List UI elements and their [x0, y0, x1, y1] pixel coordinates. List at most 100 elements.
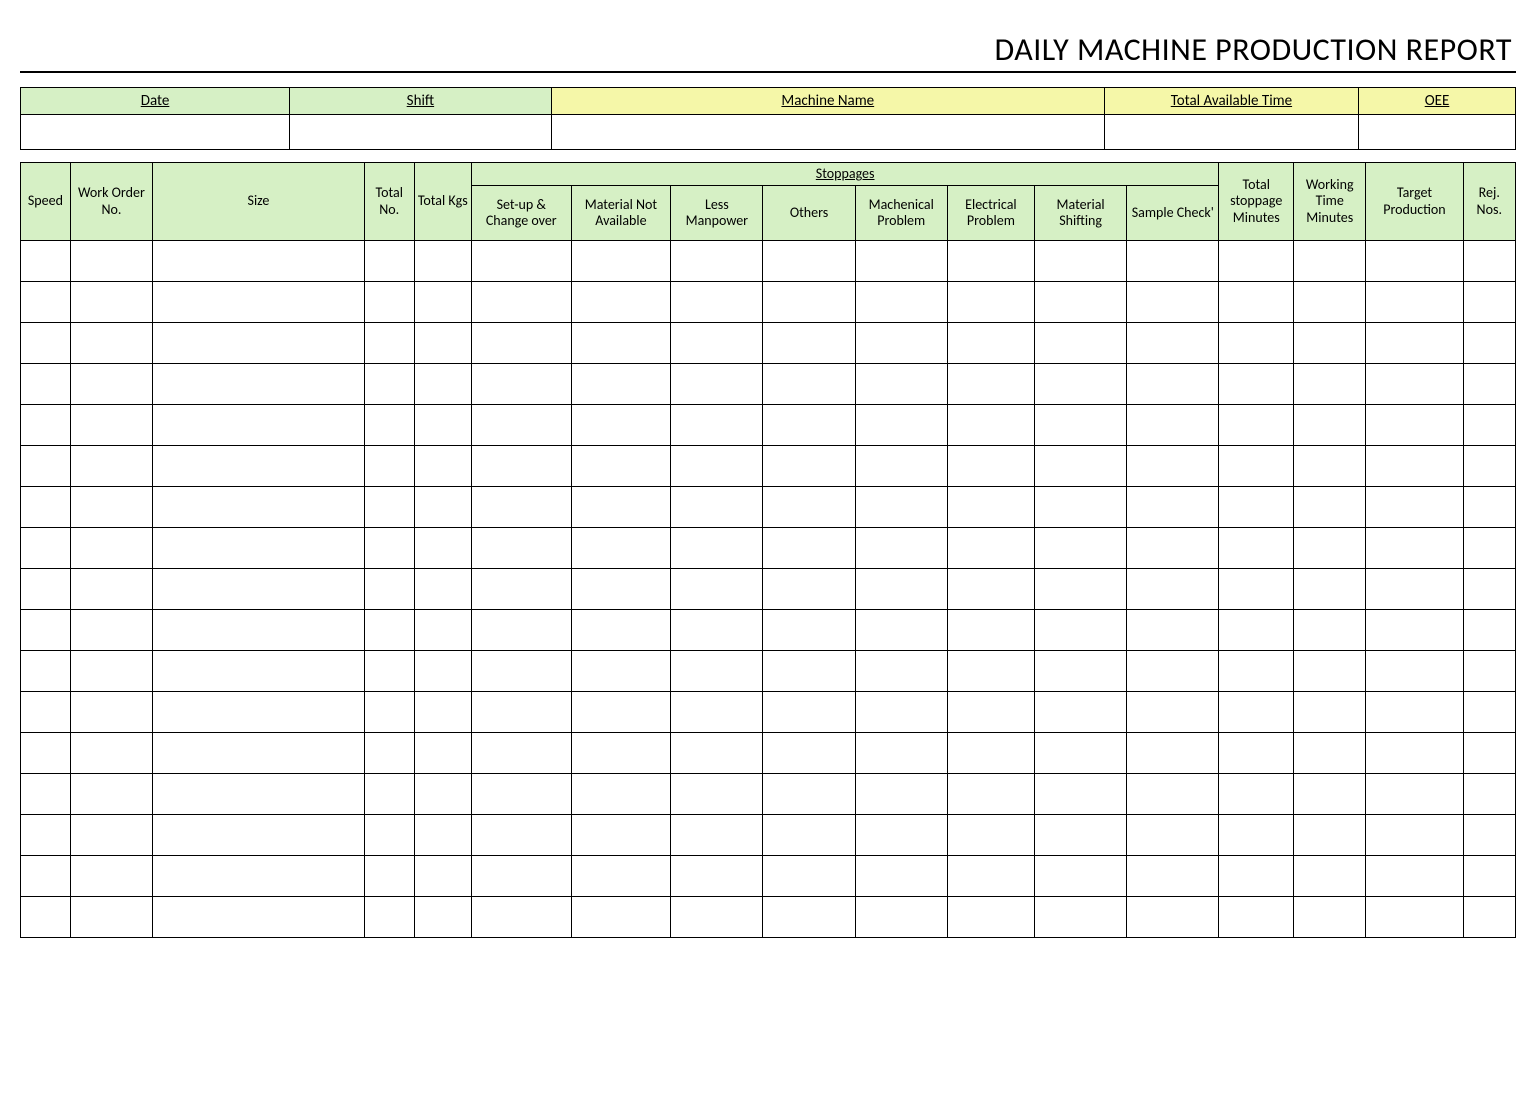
cell-mat_na[interactable]: [571, 487, 671, 528]
cell-rej[interactable]: [1463, 405, 1515, 446]
cell-total_no[interactable]: [364, 651, 414, 692]
cell-total_kgs[interactable]: [414, 405, 471, 446]
cell-sample[interactable]: [1127, 774, 1219, 815]
cell-size[interactable]: [153, 856, 365, 897]
cell-mech[interactable]: [855, 610, 947, 651]
cell-work_time[interactable]: [1294, 733, 1366, 774]
cell-mat_shift[interactable]: [1035, 897, 1127, 938]
cell-total_no[interactable]: [364, 569, 414, 610]
cell-sample[interactable]: [1127, 528, 1219, 569]
cell-rej[interactable]: [1463, 446, 1515, 487]
cell-work_order[interactable]: [70, 569, 152, 610]
cell-tot_stop[interactable]: [1219, 692, 1294, 733]
cell-target[interactable]: [1366, 692, 1463, 733]
cell-total_kgs[interactable]: [414, 774, 471, 815]
cell-others[interactable]: [763, 651, 855, 692]
cell-tot_stop[interactable]: [1219, 364, 1294, 405]
cell-target[interactable]: [1366, 651, 1463, 692]
cell-size[interactable]: [153, 569, 365, 610]
cell-elec[interactable]: [947, 364, 1034, 405]
cell-target[interactable]: [1366, 733, 1463, 774]
cell-others[interactable]: [763, 692, 855, 733]
cell-work_time[interactable]: [1294, 282, 1366, 323]
cell-rej[interactable]: [1463, 487, 1515, 528]
cell-elec[interactable]: [947, 733, 1034, 774]
cell-mat_na[interactable]: [571, 692, 671, 733]
cell-mat_shift[interactable]: [1035, 405, 1127, 446]
cell-target[interactable]: [1366, 405, 1463, 446]
cell-tot_stop[interactable]: [1219, 323, 1294, 364]
cell-less_mp[interactable]: [671, 733, 763, 774]
cell-work_order[interactable]: [70, 241, 152, 282]
cell-setup[interactable]: [471, 405, 571, 446]
info-value-machine-name[interactable]: [551, 115, 1104, 150]
cell-total_no[interactable]: [364, 364, 414, 405]
cell-elec[interactable]: [947, 323, 1034, 364]
cell-target[interactable]: [1366, 528, 1463, 569]
cell-setup[interactable]: [471, 692, 571, 733]
cell-mech[interactable]: [855, 733, 947, 774]
cell-work_order[interactable]: [70, 446, 152, 487]
cell-total_kgs[interactable]: [414, 733, 471, 774]
cell-work_time[interactable]: [1294, 856, 1366, 897]
cell-total_no[interactable]: [364, 282, 414, 323]
cell-tot_stop[interactable]: [1219, 446, 1294, 487]
cell-size[interactable]: [153, 815, 365, 856]
cell-work_order[interactable]: [70, 692, 152, 733]
cell-mat_shift[interactable]: [1035, 815, 1127, 856]
cell-sample[interactable]: [1127, 487, 1219, 528]
cell-setup[interactable]: [471, 733, 571, 774]
cell-work_time[interactable]: [1294, 692, 1366, 733]
cell-setup[interactable]: [471, 610, 571, 651]
cell-tot_stop[interactable]: [1219, 569, 1294, 610]
cell-total_kgs[interactable]: [414, 897, 471, 938]
cell-size[interactable]: [153, 446, 365, 487]
cell-mech[interactable]: [855, 323, 947, 364]
cell-total_no[interactable]: [364, 446, 414, 487]
cell-others[interactable]: [763, 610, 855, 651]
cell-mech[interactable]: [855, 528, 947, 569]
cell-tot_stop[interactable]: [1219, 651, 1294, 692]
cell-work_time[interactable]: [1294, 241, 1366, 282]
cell-elec[interactable]: [947, 856, 1034, 897]
cell-less_mp[interactable]: [671, 528, 763, 569]
cell-rej[interactable]: [1463, 569, 1515, 610]
cell-elec[interactable]: [947, 446, 1034, 487]
cell-total_no[interactable]: [364, 733, 414, 774]
cell-tot_stop[interactable]: [1219, 405, 1294, 446]
cell-target[interactable]: [1366, 569, 1463, 610]
cell-speed[interactable]: [21, 528, 71, 569]
cell-mech[interactable]: [855, 569, 947, 610]
cell-total_kgs[interactable]: [414, 692, 471, 733]
cell-size[interactable]: [153, 487, 365, 528]
cell-mat_shift[interactable]: [1035, 692, 1127, 733]
cell-speed[interactable]: [21, 446, 71, 487]
cell-work_order[interactable]: [70, 610, 152, 651]
cell-work_order[interactable]: [70, 282, 152, 323]
cell-size[interactable]: [153, 241, 365, 282]
cell-tot_stop[interactable]: [1219, 487, 1294, 528]
cell-others[interactable]: [763, 774, 855, 815]
cell-total_kgs[interactable]: [414, 487, 471, 528]
cell-setup[interactable]: [471, 897, 571, 938]
cell-mech[interactable]: [855, 282, 947, 323]
cell-tot_stop[interactable]: [1219, 528, 1294, 569]
cell-mat_shift[interactable]: [1035, 569, 1127, 610]
cell-target[interactable]: [1366, 774, 1463, 815]
cell-target[interactable]: [1366, 323, 1463, 364]
cell-work_time[interactable]: [1294, 487, 1366, 528]
cell-size[interactable]: [153, 610, 365, 651]
cell-elec[interactable]: [947, 282, 1034, 323]
cell-speed[interactable]: [21, 610, 71, 651]
cell-work_time[interactable]: [1294, 610, 1366, 651]
cell-work_order[interactable]: [70, 528, 152, 569]
cell-others[interactable]: [763, 446, 855, 487]
cell-size[interactable]: [153, 692, 365, 733]
cell-elec[interactable]: [947, 487, 1034, 528]
cell-mat_na[interactable]: [571, 569, 671, 610]
info-value-date[interactable]: [21, 115, 290, 150]
cell-sample[interactable]: [1127, 364, 1219, 405]
cell-work_order[interactable]: [70, 651, 152, 692]
cell-mat_na[interactable]: [571, 282, 671, 323]
cell-elec[interactable]: [947, 897, 1034, 938]
